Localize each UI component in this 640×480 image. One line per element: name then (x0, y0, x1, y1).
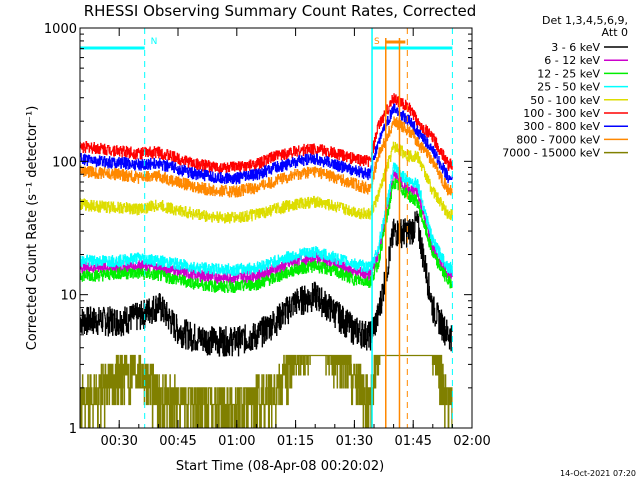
series-line-3 (80, 162, 453, 276)
x-tick-label-3: 01:15 (277, 434, 314, 449)
x-tick-label-6: 02:00 (453, 434, 490, 449)
chart-title: RHESSI Observing Summary Count Rates, Co… (84, 2, 477, 20)
y-tick-label-3: 1000 (44, 22, 77, 37)
x-tick-label-1: 00:45 (159, 434, 196, 449)
legend-label-1: 6 - 12 keV (544, 54, 600, 67)
x-axis-label: Start Time (08-Apr-08 00:20:02) (176, 459, 384, 474)
legend-header-0: Det 1,3,4,5,6,9, (542, 14, 628, 27)
series-line-8 (80, 354, 453, 428)
x-tick-label-5: 01:45 (394, 434, 431, 449)
legend-label-5: 100 - 300 keV (523, 107, 600, 120)
x-tick-label-2: 01:00 (218, 434, 255, 449)
legend-label-2: 12 - 25 keV (537, 67, 600, 80)
series-line-4 (80, 141, 453, 224)
x-tick-label-4: 01:30 (336, 434, 373, 449)
legend-label-0: 3 - 6 keV (551, 41, 600, 54)
marker-label-0: N (151, 37, 158, 47)
series-line-0 (80, 210, 453, 357)
y-tick-label-0: 1 (69, 422, 77, 437)
timestamp: 14-Oct-2021 07:20 (560, 469, 636, 478)
series-line-7 (80, 116, 453, 198)
y-tick-label-1: 10 (60, 289, 77, 304)
legend-label-8: 7000 - 15000 keV (502, 147, 600, 160)
x-tick-label-0: 00:30 (100, 434, 137, 449)
legend-header-1: Att 0 (602, 26, 628, 39)
y-axis-label: Corrected Count Rate (s⁻¹ detector⁻¹) (25, 106, 40, 351)
legend-label-3: 25 - 50 keV (537, 81, 600, 94)
series-line-5 (80, 93, 453, 174)
legend-label-6: 300 - 800 keV (523, 120, 600, 133)
series-line-2 (80, 178, 453, 293)
legend-label-4: 50 - 100 keV (530, 94, 600, 107)
marker-label-1: S (374, 37, 380, 47)
series-line-6 (80, 103, 453, 185)
legend-label-7: 800 - 7000 keV (516, 133, 600, 146)
y-tick-label-2: 100 (52, 155, 77, 170)
